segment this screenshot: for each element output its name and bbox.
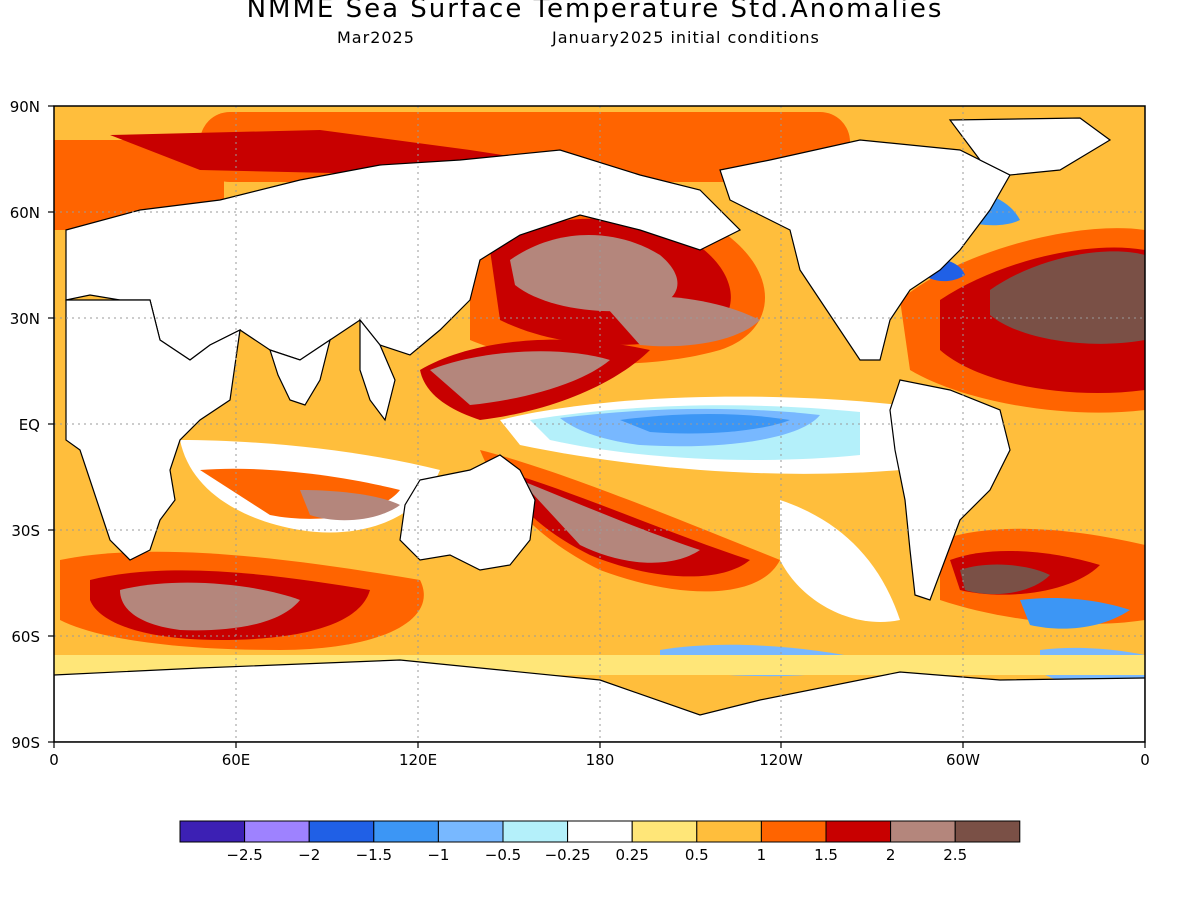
initial-conditions-label: January2025 initial conditions xyxy=(552,28,820,47)
lat-label: 30S xyxy=(11,522,40,540)
latitude-labels: 90N 60N 30N EQ 30S 60S 90S xyxy=(10,98,40,752)
colorbar-tick-label: −1 xyxy=(427,846,449,864)
colorbar-tick-label: 2.5 xyxy=(943,846,967,864)
target-month-label: Mar2025 xyxy=(337,28,415,47)
colorbar-tick-label: −2 xyxy=(298,846,320,864)
colorbar-tick-label: 0.25 xyxy=(615,846,648,864)
axis-ticks xyxy=(48,105,1146,748)
colorbar-tick-label: 0.5 xyxy=(685,846,709,864)
graticule xyxy=(54,106,1145,742)
colorbar-swatch xyxy=(308,820,375,843)
colorbar-tick-label: 2 xyxy=(886,846,896,864)
lon-label: 180 xyxy=(586,751,615,769)
colorbar-swatch xyxy=(179,820,246,843)
lon-label: 120E xyxy=(399,751,437,769)
lon-label: 60W xyxy=(946,751,980,769)
lat-label: 60S xyxy=(11,628,40,646)
colorbar-swatch xyxy=(696,820,762,843)
colorbar-swatch xyxy=(631,820,698,843)
lat-label: EQ xyxy=(19,416,40,434)
map-field xyxy=(54,106,1145,742)
colorbar-swatch xyxy=(760,820,827,843)
lon-label: 120W xyxy=(759,751,803,769)
lat-label: 30N xyxy=(10,310,40,328)
lon-label: 0 xyxy=(1140,751,1150,769)
colorbar-tick-label: −0.25 xyxy=(545,846,591,864)
colorbar-swatch xyxy=(825,820,892,843)
colorbar-tick-label: 1 xyxy=(757,846,767,864)
lat-label: 90N xyxy=(10,98,40,116)
colorbar-tick-label: −0.5 xyxy=(485,846,521,864)
lon-label: 0 xyxy=(49,751,59,769)
colorbar-swatch xyxy=(244,820,310,843)
colorbar-swatch xyxy=(437,820,504,843)
colorbar-swatch xyxy=(373,820,439,843)
lat-label: 90S xyxy=(11,734,40,752)
longitude-labels: 0 60E 120E 180 120W 60W 0 xyxy=(49,751,1150,769)
colorbar-swatch xyxy=(502,820,569,843)
colorbar-swatch xyxy=(954,820,1021,843)
colorbar-swatch xyxy=(890,820,956,843)
colorbar-tick-label: 1.5 xyxy=(814,846,838,864)
colorbar-swatch xyxy=(567,820,633,843)
colorbar-tick-label: −1.5 xyxy=(356,846,392,864)
map-title: NMME Sea Surface Temperature Std.Anomali… xyxy=(246,0,944,24)
colorbar-tick-label: −2.5 xyxy=(226,846,262,864)
colorbar: −2.5 −2 −1.5 −1 −0.5 −0.25 0.25 0.5 1 1.5 2 2.5 xyxy=(179,820,1021,864)
lon-label: 60E xyxy=(222,751,251,769)
lat-label: 60N xyxy=(10,204,40,222)
